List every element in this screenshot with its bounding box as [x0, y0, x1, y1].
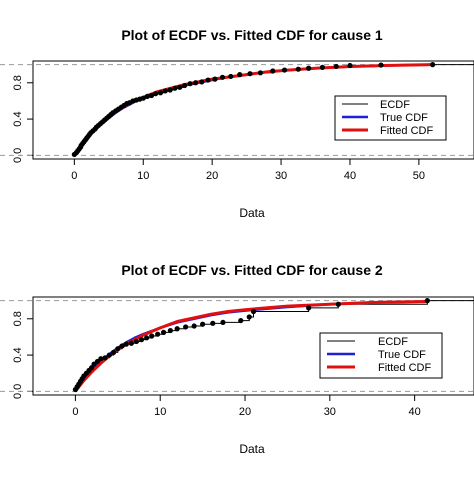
chart-2-series — [72, 298, 474, 393]
chart-1-ecdf-point — [306, 65, 312, 71]
chart-2-ecdf-point — [149, 333, 155, 339]
chart-2-y-tick-label: 0.8 — [12, 311, 24, 326]
chart-1-x-tick-label: 20 — [206, 170, 218, 182]
chart-panel-1: Plot of ECDF vs. Fitted CDF for cause 1 … — [0, 27, 474, 220]
chart-1-legend-label-ecdf: ECDF — [380, 99, 410, 111]
chart-1-ecdf-point — [319, 64, 326, 70]
chart-1-ecdf-point — [237, 72, 243, 78]
chart-1-x-tick-label: 50 — [413, 170, 425, 182]
chart-2-ecdf-point — [115, 346, 121, 352]
chart-1-reference-lines — [0, 64, 474, 156]
chart-2-ecdf-point — [246, 314, 252, 320]
chart-2-ecdf-point — [335, 301, 341, 307]
chart-1-ecdf-point — [247, 71, 253, 77]
chart-2-ecdf-point — [133, 338, 140, 345]
chart-2-ecdf-point — [200, 321, 206, 327]
chart-2-ecdf-point — [128, 340, 134, 346]
chart-2-ecdf-point — [98, 356, 104, 362]
chart-2-x-tick-label: 40 — [409, 406, 421, 418]
chart-1-ecdf-point — [148, 92, 155, 99]
chart-1-ecdf-point — [167, 87, 173, 93]
chart-1-ecdf-point — [199, 79, 205, 85]
chart-1-y-tick-label: 0.8 — [12, 75, 24, 90]
chart-1-ecdf-point — [162, 88, 168, 94]
chart-1-ecdf-point — [219, 74, 226, 80]
chart-2-ecdf-point — [161, 329, 167, 335]
chart-2-x-tick-label: 0 — [72, 406, 78, 418]
chart-1-ecdf-point — [270, 68, 276, 74]
chart-2-ecdf-point — [183, 324, 189, 330]
chart-1-axes: 0 10 20 30 40 500.00.40.8 — [12, 75, 425, 182]
chart-1-legend-label-true: True CDF — [380, 112, 428, 124]
chart-2-ecdf-point — [102, 355, 108, 361]
chart-1-y-tick-label: 0.4 — [12, 111, 24, 126]
chart-2-x-tick-label: 30 — [324, 406, 336, 418]
chart-2-ecdf-point — [106, 352, 112, 358]
chart-1-ecdf-point — [144, 93, 150, 99]
chart-2-plot-frame — [32, 296, 474, 396]
chart-2-ecdf-point — [155, 331, 161, 337]
chart-1-legend-label-fitted: Fitted CDF — [380, 125, 433, 137]
chart-1-title: Plot of ECDF vs. Fitted CDF for cause 1 — [121, 27, 383, 43]
chart-panel-2: Plot of ECDF vs. Fitted CDF for cause 2 … — [0, 262, 474, 456]
chart-2-ecdf-point — [250, 308, 257, 315]
chart-2-fitted-cdf-line — [74, 300, 428, 393]
chart-2-ecdf-point — [220, 319, 226, 326]
chart-1-ecdf-point — [193, 80, 199, 86]
chart-2-x-tick-label: 10 — [154, 406, 166, 418]
chart-2-legend-label-fitted: Fitted CDF — [378, 362, 431, 374]
chart-1-ecdf-point — [157, 90, 164, 96]
chart-1-ecdf-point — [181, 82, 188, 89]
chart-2-reference-lines — [0, 300, 474, 392]
chart-1-x-tick-label: 30 — [275, 170, 287, 182]
chart-1-ecdf-point — [333, 63, 339, 70]
chart-2-x-axis-label: Data — [239, 442, 265, 456]
chart-2-ecdf-point — [119, 343, 125, 349]
chart-2-ecdf-point — [144, 335, 150, 341]
chart-1-ecdf-point — [228, 73, 234, 80]
chart-2-ecdf-point — [110, 349, 117, 355]
chart-1-plot-frame — [32, 60, 474, 160]
chart-1-ecdf-point — [187, 81, 193, 87]
chart-1-series-clip — [71, 62, 474, 158]
chart-2-ecdf-point — [424, 298, 430, 304]
chart-2-ecdf-point — [306, 305, 312, 311]
chart-2-title: Plot of ECDF vs. Fitted CDF for cause 2 — [121, 262, 383, 278]
chart-1-ecdf-point — [295, 66, 301, 72]
chart-1-x-tick-label: 0 — [71, 170, 77, 182]
chart-1-ecdf-point — [378, 62, 384, 68]
chart-1-legend: ECDF True CDF Fitted CDF — [334, 95, 447, 141]
chart-1-ecdf-point — [153, 91, 159, 97]
chart-1-ecdf-point — [212, 76, 218, 82]
chart-2-ecdf-point — [238, 317, 244, 324]
chart-1-ecdf-point — [257, 70, 263, 76]
chart-1-ecdf-point — [205, 77, 211, 83]
chart-1-x-axis-label: Data — [239, 206, 265, 220]
chart-1-ecdf-point — [140, 95, 146, 101]
chart-2-y-tick-label: 0.4 — [12, 347, 24, 362]
chart-1-ecdf-point — [172, 85, 178, 91]
chart-2-x-tick-label: 20 — [239, 406, 251, 418]
chart-1-ecdf-point — [281, 67, 288, 73]
chart-2-ecdf-point — [88, 365, 95, 371]
chart-1-ecdf-point — [347, 62, 353, 69]
chart-2-ecdf-point — [123, 341, 129, 347]
chart-2-legend-label-ecdf: ECDF — [378, 336, 408, 348]
chart-1-ecdf-point — [177, 84, 183, 90]
chart-2-legend: ECDF True CDF Fitted CDF — [319, 332, 443, 379]
chart-2-series-clip — [72, 298, 474, 393]
chart-2-ecdf-point — [167, 327, 173, 334]
chart-2-ecdf-point — [210, 320, 216, 326]
chart-2-legend-label-true: True CDF — [378, 349, 426, 361]
chart-1-series — [71, 62, 474, 158]
chart-1-x-tick-label: 40 — [344, 170, 356, 182]
chart-1-ecdf-point — [430, 62, 436, 68]
chart-2-ecdf-point — [174, 326, 180, 332]
chart-2-ecdf-point — [138, 337, 145, 343]
chart-2-ecdf-point — [191, 323, 197, 329]
chart-1-x-tick-label: 10 — [137, 170, 149, 182]
